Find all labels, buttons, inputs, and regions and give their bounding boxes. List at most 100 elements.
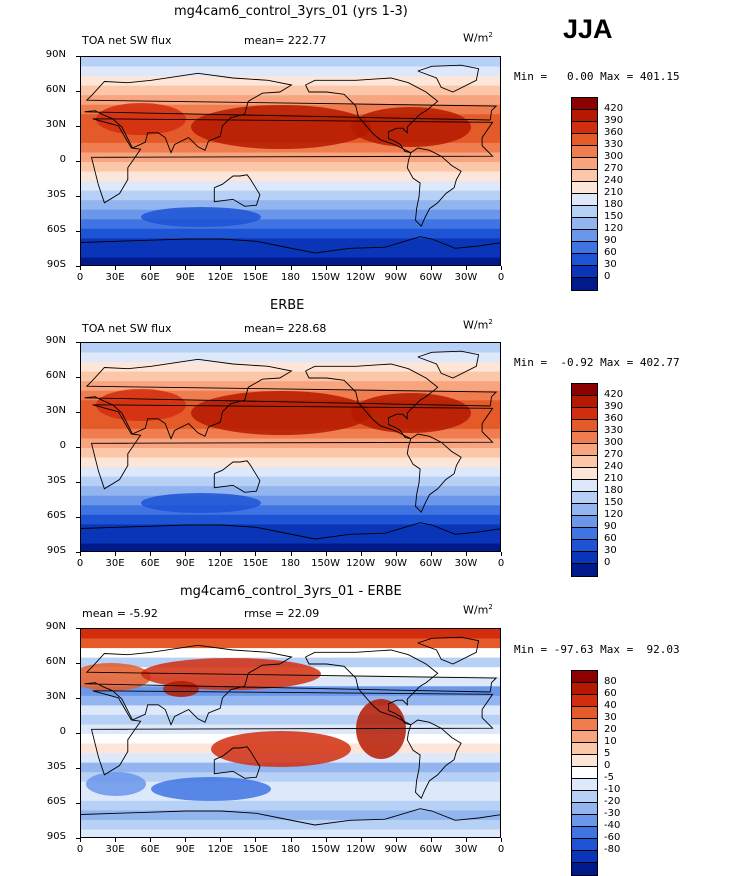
coastline-samerica — [406, 719, 462, 799]
panel3-map — [80, 628, 501, 838]
lon-tick — [325, 266, 327, 270]
lat-tick — [76, 161, 80, 162]
lon-tick — [185, 552, 187, 556]
lon-tick-label: 60W — [419, 844, 443, 855]
lat-tick-label: 60S — [46, 510, 66, 521]
coastlines — [81, 350, 500, 540]
lat-tick — [76, 377, 80, 378]
field-band — [81, 162, 500, 173]
field-band — [81, 638, 500, 649]
field-band — [81, 686, 500, 697]
panel2-units: W/m2 — [463, 318, 493, 332]
lon-tick-label: 30W — [454, 272, 478, 283]
lat-tick-label: 0 — [59, 154, 66, 165]
lon-tick-label: 120W — [346, 558, 376, 569]
lon-tick-label: 0 — [76, 558, 84, 569]
panel1-title: mg4cam6_control_3yrs_01 (yrs 1-3) — [174, 4, 408, 19]
lon-tick-label: 150W — [311, 272, 341, 283]
colorbar-swatch — [572, 278, 597, 290]
lon-tick — [501, 838, 502, 842]
panel1-mean-label: mean= 222.77 — [244, 34, 327, 47]
colorbar-label: 270 — [604, 449, 624, 460]
colorbar-label: 180 — [604, 485, 624, 496]
colorbar-label: -40 — [604, 820, 621, 831]
colorbar-swatch — [572, 516, 597, 528]
colorbar-swatch — [572, 218, 597, 230]
colorbar-label: -80 — [604, 844, 621, 855]
lat-tick — [76, 91, 80, 92]
lat-tick-label: 30S — [46, 761, 66, 772]
field-band — [81, 543, 500, 551]
colorbar-swatch — [572, 779, 597, 791]
lon-tick — [430, 266, 432, 270]
field-band — [81, 467, 500, 478]
lon-tick — [220, 838, 222, 842]
colorbar-label: 360 — [604, 413, 624, 424]
lat-tick — [76, 482, 80, 483]
colorbar-swatch — [572, 122, 597, 134]
lat-tick — [76, 56, 80, 57]
lat-tick — [76, 628, 80, 629]
lon-tick — [430, 552, 432, 556]
lat-tick-label: 60S — [46, 224, 66, 235]
colorbar-swatch — [572, 480, 597, 492]
coastline-antarctic — [81, 808, 500, 826]
colorbar-swatch — [572, 134, 597, 146]
coastline-namerica — [305, 363, 439, 440]
field-band — [81, 524, 500, 535]
colorbar-swatch — [572, 444, 597, 456]
colorbar-label: 60 — [604, 688, 617, 699]
lat-tick-label: 90S — [46, 545, 66, 556]
panel2-colorbar — [571, 383, 598, 577]
colorbar-swatch — [572, 851, 597, 863]
field-anomaly — [163, 681, 199, 697]
lat-tick — [76, 768, 80, 769]
lon-tick — [360, 838, 362, 842]
lon-tick-label: 90E — [175, 272, 195, 283]
lon-tick-label: 0 — [497, 558, 505, 569]
lon-tick — [150, 266, 152, 270]
lat-tick-label: 90S — [46, 259, 66, 270]
colorbar-swatch — [572, 671, 597, 683]
coastline-australia — [213, 746, 261, 779]
lat-tick-label: 0 — [59, 440, 66, 451]
field-anomaly — [211, 731, 351, 767]
colorbar-label: 30 — [604, 545, 617, 556]
field-band — [81, 829, 500, 837]
colorbar-label: 5 — [604, 748, 611, 759]
lat-tick — [76, 447, 80, 448]
lat-tick — [76, 552, 80, 553]
colorbar-swatch — [572, 564, 597, 576]
colorbar-label: 210 — [604, 473, 624, 484]
coastline-namerica — [305, 649, 439, 726]
lon-tick — [220, 266, 222, 270]
lon-tick — [80, 552, 81, 556]
field-band — [81, 200, 500, 211]
colorbar-label: 90 — [604, 521, 617, 532]
field-band — [81, 505, 500, 516]
field-band — [81, 457, 500, 468]
colorbar-swatch — [572, 743, 597, 755]
lon-tick-label: 60E — [140, 844, 160, 855]
panel2-mean-label: mean= 228.68 — [244, 322, 327, 335]
field-band — [81, 514, 500, 525]
colorbar-label: -60 — [604, 832, 621, 843]
lat-tick-label: 60N — [45, 370, 66, 381]
lon-tick-label: 0 — [76, 844, 84, 855]
lat-tick-label: 60N — [45, 656, 66, 667]
field-anomaly — [356, 699, 406, 759]
colorbar-swatch — [572, 170, 597, 182]
colorbar-label: 10 — [604, 736, 617, 747]
field-band — [81, 57, 500, 68]
panel1-minmax: Min = 0.00 Max = 401.15 — [514, 70, 680, 83]
colorbar-swatch — [572, 384, 597, 396]
lon-tick — [360, 266, 362, 270]
field-band — [81, 648, 500, 659]
field-band — [81, 533, 500, 544]
colorbar-swatch — [572, 504, 597, 516]
field-band — [81, 791, 500, 802]
coastline-samerica — [406, 147, 462, 227]
colorbar-label: 300 — [604, 151, 624, 162]
colorbar-label: 30 — [604, 259, 617, 270]
lon-tick-label: 180 — [280, 844, 301, 855]
